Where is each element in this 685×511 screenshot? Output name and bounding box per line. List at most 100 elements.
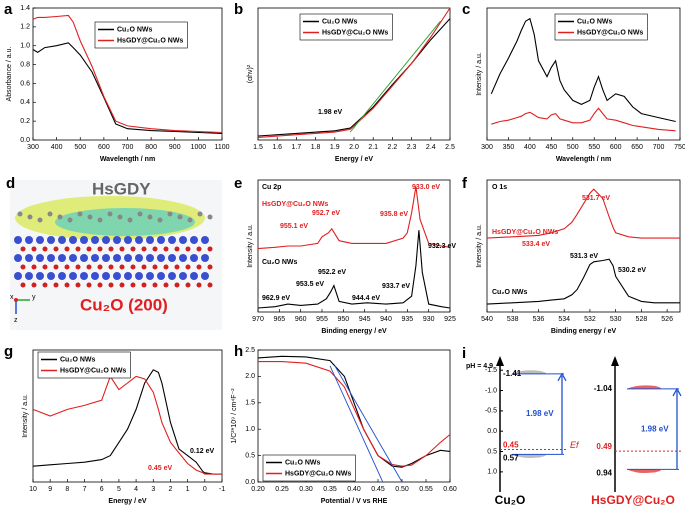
panel-subtitle: O 1s xyxy=(492,184,507,191)
atom xyxy=(147,214,153,220)
atom xyxy=(91,272,99,280)
atom xyxy=(14,254,22,262)
legend-label: Cu₂O NWs xyxy=(322,18,357,25)
atom xyxy=(119,264,125,270)
annotation: 962.9 eV xyxy=(262,295,290,302)
atom xyxy=(31,264,37,270)
atom xyxy=(47,236,55,244)
series-line xyxy=(257,18,451,137)
atom xyxy=(152,264,158,270)
atom xyxy=(141,282,147,288)
x-tick-label: 350 xyxy=(503,144,515,151)
x-tick-label: 1.5 xyxy=(253,144,263,151)
y-tick-label: 0.0 xyxy=(20,137,30,144)
atom xyxy=(179,254,187,262)
value-label: -1.04 xyxy=(594,384,613,393)
series-line xyxy=(486,188,680,239)
atom xyxy=(141,246,147,252)
atom xyxy=(113,272,121,280)
y-tick-label: 1.0 xyxy=(245,426,255,433)
atom xyxy=(87,214,93,220)
value-label: -1.41 xyxy=(503,369,522,378)
series-label: Cu₂O NWs xyxy=(492,289,527,296)
atom xyxy=(207,214,213,220)
atom xyxy=(57,214,63,220)
atom xyxy=(185,282,191,288)
atom xyxy=(157,217,163,223)
annotation: 531.7 eV xyxy=(582,195,610,202)
atom xyxy=(157,272,165,280)
x-tick-label: 650 xyxy=(631,144,643,151)
atom xyxy=(102,236,110,244)
axis-name: x xyxy=(10,294,14,301)
x-tick-label: 1000 xyxy=(191,144,207,151)
x-tick-label: 0.55 xyxy=(419,486,433,493)
atom xyxy=(64,264,70,270)
atom xyxy=(130,282,136,288)
annotation: 933.7 eV xyxy=(382,283,410,290)
panel-letter: f xyxy=(462,175,468,192)
atom xyxy=(53,246,59,252)
atom xyxy=(174,264,180,270)
atom xyxy=(163,282,169,288)
x-tick-label: 400 xyxy=(51,144,63,151)
x-tick-label: 1.8 xyxy=(311,144,321,151)
atom xyxy=(152,282,158,288)
series-line xyxy=(258,361,451,467)
legend-label: Cu₂O NWs xyxy=(285,459,320,466)
annotation: 531.3 eV xyxy=(570,253,598,260)
atom xyxy=(25,236,33,244)
atom xyxy=(146,272,154,280)
panel-letter: b xyxy=(234,1,243,18)
annotation: 533.4 eV xyxy=(522,241,550,248)
y-tick-label: 1.0 xyxy=(487,469,497,476)
structure-label: Cu₂O (200) xyxy=(80,295,168,314)
atom xyxy=(42,264,48,270)
atom xyxy=(27,214,33,220)
series-line xyxy=(334,365,403,483)
y-axis-label: Intensity / a.u. xyxy=(22,394,29,438)
atom xyxy=(108,246,114,252)
series-line xyxy=(257,7,451,138)
x-tick-label: 600 xyxy=(98,144,110,151)
y-tick-label: 1.0 xyxy=(20,43,30,50)
axis-origin xyxy=(14,298,18,302)
x-tick-label: 965 xyxy=(273,316,285,323)
y-tick-label: 2.0 xyxy=(245,373,255,380)
y-tick-label: -1.0 xyxy=(485,387,497,394)
x-tick-label: 1.7 xyxy=(292,144,302,151)
legend-label: Cu₂O NWs xyxy=(577,18,612,25)
atom xyxy=(37,217,43,223)
x-axis-label: Wavelength / nm xyxy=(556,156,611,163)
atom xyxy=(53,264,59,270)
panel-letter: c xyxy=(462,1,470,18)
atom xyxy=(130,264,136,270)
series-line xyxy=(32,375,222,475)
atom xyxy=(31,246,37,252)
y-tick-label: 1.5 xyxy=(245,400,255,407)
atom xyxy=(174,282,180,288)
y-tick-label: -0.5 xyxy=(485,408,497,415)
x-tick-label: 5 xyxy=(117,486,121,493)
x-tick-label: 2.1 xyxy=(368,144,378,151)
x-tick-label: 750 xyxy=(674,144,685,151)
atom xyxy=(14,236,22,244)
x-tick-label: 0.25 xyxy=(275,486,289,493)
atom xyxy=(117,214,123,220)
gap-label: 1.98 eV xyxy=(526,409,554,418)
series-line xyxy=(32,369,222,475)
atom xyxy=(14,272,22,280)
y-tick-label: 1.2 xyxy=(20,24,30,31)
atom xyxy=(119,282,125,288)
y-tick-label: 0.4 xyxy=(20,99,30,106)
x-tick-label: 9 xyxy=(48,486,52,493)
value-label: 0.45 xyxy=(503,441,519,450)
x-axis-label: Binding energy / eV xyxy=(551,328,617,335)
x-axis-label: Potential / V vs RHE xyxy=(321,498,388,505)
legend-label: Cu₂O NWs xyxy=(60,356,95,363)
y-tick-label: 2.5 xyxy=(245,347,255,354)
fermi-label: Ef xyxy=(570,440,580,450)
atom xyxy=(42,246,48,252)
atom xyxy=(190,272,198,280)
charge-density xyxy=(55,208,195,236)
